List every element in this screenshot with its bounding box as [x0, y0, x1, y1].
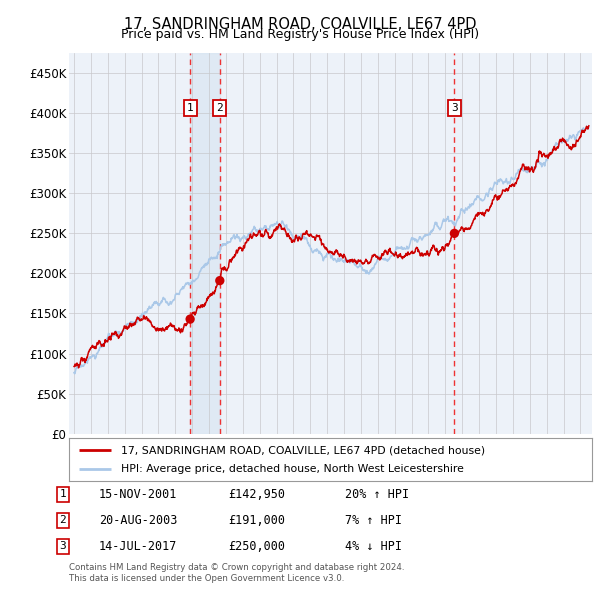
Text: £250,000: £250,000 — [228, 540, 285, 553]
Text: 4% ↓ HPI: 4% ↓ HPI — [345, 540, 402, 553]
Bar — [190, 53, 220, 434]
Text: Contains HM Land Registry data © Crown copyright and database right 2024.: Contains HM Land Registry data © Crown c… — [69, 563, 404, 572]
Text: 3: 3 — [59, 542, 67, 551]
Text: 20-AUG-2003: 20-AUG-2003 — [99, 514, 178, 527]
Text: 1: 1 — [59, 490, 67, 499]
Text: 17, SANDRINGHAM ROAD, COALVILLE, LE67 4PD (detached house): 17, SANDRINGHAM ROAD, COALVILLE, LE67 4P… — [121, 445, 485, 455]
Text: 1: 1 — [187, 103, 194, 113]
Text: 15-NOV-2001: 15-NOV-2001 — [99, 488, 178, 501]
Text: 3: 3 — [451, 103, 458, 113]
Point — [215, 276, 224, 286]
Point — [449, 229, 459, 238]
Text: £191,000: £191,000 — [228, 514, 285, 527]
Text: HPI: Average price, detached house, North West Leicestershire: HPI: Average price, detached house, Nort… — [121, 464, 464, 474]
Text: 7% ↑ HPI: 7% ↑ HPI — [345, 514, 402, 527]
Text: £142,950: £142,950 — [228, 488, 285, 501]
Text: 17, SANDRINGHAM ROAD, COALVILLE, LE67 4PD: 17, SANDRINGHAM ROAD, COALVILLE, LE67 4P… — [124, 17, 476, 31]
Point — [185, 314, 195, 324]
Text: 20% ↑ HPI: 20% ↑ HPI — [345, 488, 409, 501]
Text: 2: 2 — [217, 103, 223, 113]
Text: 2: 2 — [59, 516, 67, 525]
Text: This data is licensed under the Open Government Licence v3.0.: This data is licensed under the Open Gov… — [69, 574, 344, 583]
Text: Price paid vs. HM Land Registry's House Price Index (HPI): Price paid vs. HM Land Registry's House … — [121, 28, 479, 41]
Text: 14-JUL-2017: 14-JUL-2017 — [99, 540, 178, 553]
